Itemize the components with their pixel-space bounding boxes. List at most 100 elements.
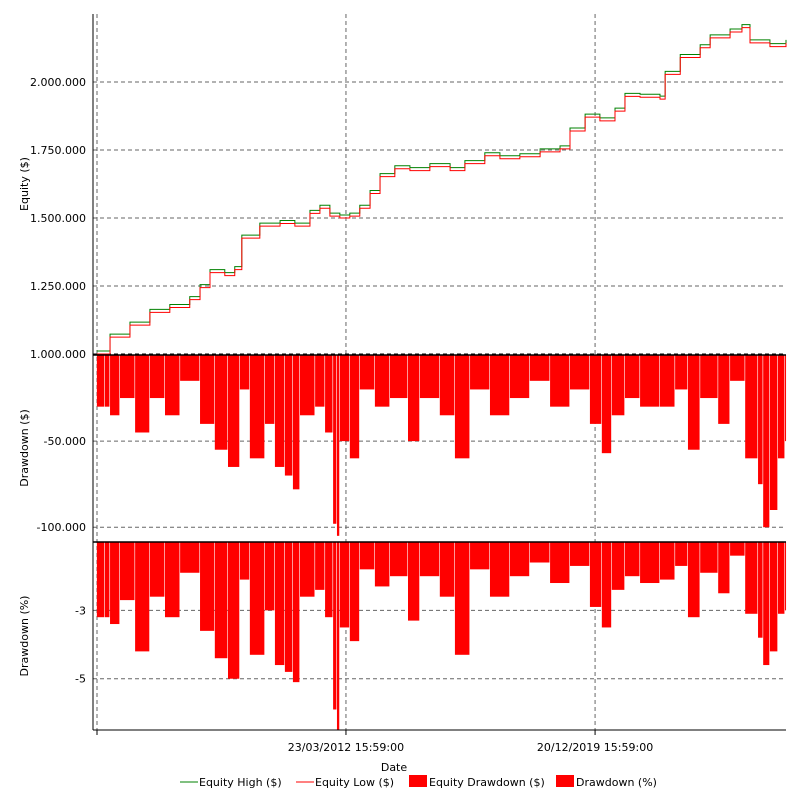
drawdown-usd-bar bbox=[470, 355, 490, 390]
drawdown-usd-bar bbox=[228, 355, 240, 467]
drawdown-pct-bar bbox=[339, 542, 350, 628]
drawdown-usd-bar bbox=[149, 355, 165, 399]
drawdown-pct-bar bbox=[601, 542, 612, 628]
drawdown-usd-bar bbox=[730, 355, 745, 381]
drawdown-usd-bar bbox=[745, 355, 758, 459]
drawdown-usd-bar bbox=[214, 355, 228, 450]
drawdown-pct-bar bbox=[214, 542, 228, 659]
legend-label: Equity Low ($) bbox=[315, 776, 394, 789]
drawdown-pct-bar bbox=[419, 542, 440, 577]
drawdown-usd-bar bbox=[264, 355, 275, 424]
drawdown-usd-bar bbox=[359, 355, 375, 390]
legend-box-swatch bbox=[556, 775, 574, 787]
drawdown-pct-bar bbox=[239, 542, 250, 580]
drawdown-usd-bar bbox=[675, 355, 688, 390]
drawdown-pct-bar bbox=[769, 542, 778, 652]
drawdown-pct-bar bbox=[550, 542, 570, 584]
drawdown-pct-bar bbox=[454, 542, 470, 655]
drawdown-usd-bar bbox=[763, 355, 770, 528]
drawdown-usd-bar bbox=[454, 355, 470, 459]
drawdown-usd-bar bbox=[769, 355, 778, 510]
drawdown-pct-bar bbox=[165, 542, 180, 618]
drawdown-usd-bar bbox=[110, 355, 120, 416]
drawdown-usd-bar bbox=[660, 355, 675, 407]
drawdown-pct-bar bbox=[529, 542, 550, 563]
drawdown-pct-bar bbox=[763, 542, 770, 666]
drawdown-usd-bar bbox=[611, 355, 625, 416]
drawdown-usd-bar bbox=[758, 355, 763, 485]
drawdown-usd-bar bbox=[509, 355, 530, 399]
drawdown-usd-bar bbox=[529, 355, 550, 381]
drawdown-pct-bar bbox=[264, 542, 275, 611]
drawdown-pct-bar bbox=[408, 542, 420, 621]
x-axis-label: Date bbox=[381, 761, 408, 774]
legend-label: Equity Drawdown ($) bbox=[429, 776, 545, 789]
drawdown-usd-bar bbox=[408, 355, 420, 442]
legend: Equity High ($) Equity Low ($) Equity Draw… bbox=[180, 775, 657, 789]
y-tick-label: 1.000.000 bbox=[30, 348, 86, 361]
drawdown-pct-bar bbox=[180, 542, 200, 573]
drawdown-pct-bar bbox=[785, 542, 787, 611]
chart-marks bbox=[96, 24, 787, 730]
drawdown-pct-bar bbox=[439, 542, 455, 597]
drawdown-pct-bar bbox=[730, 542, 745, 556]
drawdown-usd-bar bbox=[550, 355, 570, 407]
drawdown-usd-bar bbox=[274, 355, 285, 467]
drawdown-pct-bar bbox=[200, 542, 215, 631]
drawdown-pct-bar bbox=[390, 542, 408, 577]
drawdown-usd-bar bbox=[315, 355, 325, 407]
drawdown-pct-bar bbox=[660, 542, 675, 580]
drawdown-usd-bar bbox=[239, 355, 250, 390]
drawdown-pct-bar bbox=[758, 542, 763, 638]
drawdown-usd-bar bbox=[624, 355, 640, 399]
y-axis-label: Drawdown (%) bbox=[18, 596, 31, 677]
axes: 1.000.000 1.250.000 1.500.000 1.750.000 2.00… bbox=[18, 14, 786, 754]
drawdown-pct-bar bbox=[336, 542, 340, 730]
y-tick-label: -100.000 bbox=[37, 521, 86, 534]
drawdown-pct-bar bbox=[284, 542, 293, 672]
drawdown-usd-bar bbox=[104, 355, 110, 407]
drawdown-pct-bar bbox=[120, 542, 135, 601]
drawdown-pct-bar bbox=[149, 542, 165, 597]
drawdown-pct-bar bbox=[315, 542, 325, 590]
x-tick-label: 20/12/2019 15:59:00 bbox=[537, 741, 653, 754]
drawdown-usd-bar bbox=[120, 355, 135, 399]
y-tick-label: -5 bbox=[75, 673, 86, 686]
drawdown-usd-bar bbox=[439, 355, 455, 416]
equity-low-line bbox=[96, 27, 787, 355]
drawdown-usd-bar bbox=[165, 355, 180, 416]
drawdown-usd-bar bbox=[489, 355, 510, 416]
drawdown-usd-bar bbox=[374, 355, 390, 407]
drawdown-usd-bar bbox=[570, 355, 590, 390]
drawdown-pct-bar bbox=[718, 542, 730, 594]
drawdown-usd-bar bbox=[687, 355, 700, 450]
legend-box-swatch bbox=[409, 775, 427, 787]
drawdown-pct-bar bbox=[675, 542, 688, 566]
drawdown-usd-bar bbox=[700, 355, 718, 399]
drawdown-usd-bar bbox=[339, 355, 350, 442]
equity-high-line bbox=[96, 24, 787, 352]
drawdown-pct-bar bbox=[624, 542, 640, 577]
drawdown-usd-bar bbox=[390, 355, 408, 399]
y-tick-label: 2.000.000 bbox=[30, 76, 86, 89]
drawdown-usd-bar bbox=[349, 355, 360, 459]
drawdown-usd-bar bbox=[180, 355, 200, 381]
drawdown-pct-bar bbox=[700, 542, 718, 573]
legend-label: Equity High ($) bbox=[199, 776, 282, 789]
drawdown-usd-bar bbox=[249, 355, 265, 459]
drawdown-pct-bar bbox=[640, 542, 660, 584]
y-tick-label: -50.000 bbox=[44, 435, 86, 448]
drawdown-usd-bar bbox=[718, 355, 730, 424]
y-tick-label: -3 bbox=[75, 604, 86, 617]
drawdown-pct-bar bbox=[589, 542, 602, 607]
y-tick-label: 1.500.000 bbox=[30, 212, 86, 225]
drawdown-pct-bar bbox=[104, 542, 110, 618]
drawdown-pct-bar bbox=[110, 542, 120, 625]
drawdown-pct-bar bbox=[325, 542, 333, 618]
drawdown-usd-bar bbox=[785, 355, 787, 442]
drawdown-usd-bar bbox=[96, 355, 105, 407]
drawdown-usd-bar bbox=[333, 355, 337, 524]
drawdown-pct-bar bbox=[611, 542, 625, 590]
y-axis-label: Equity ($) bbox=[18, 157, 31, 211]
